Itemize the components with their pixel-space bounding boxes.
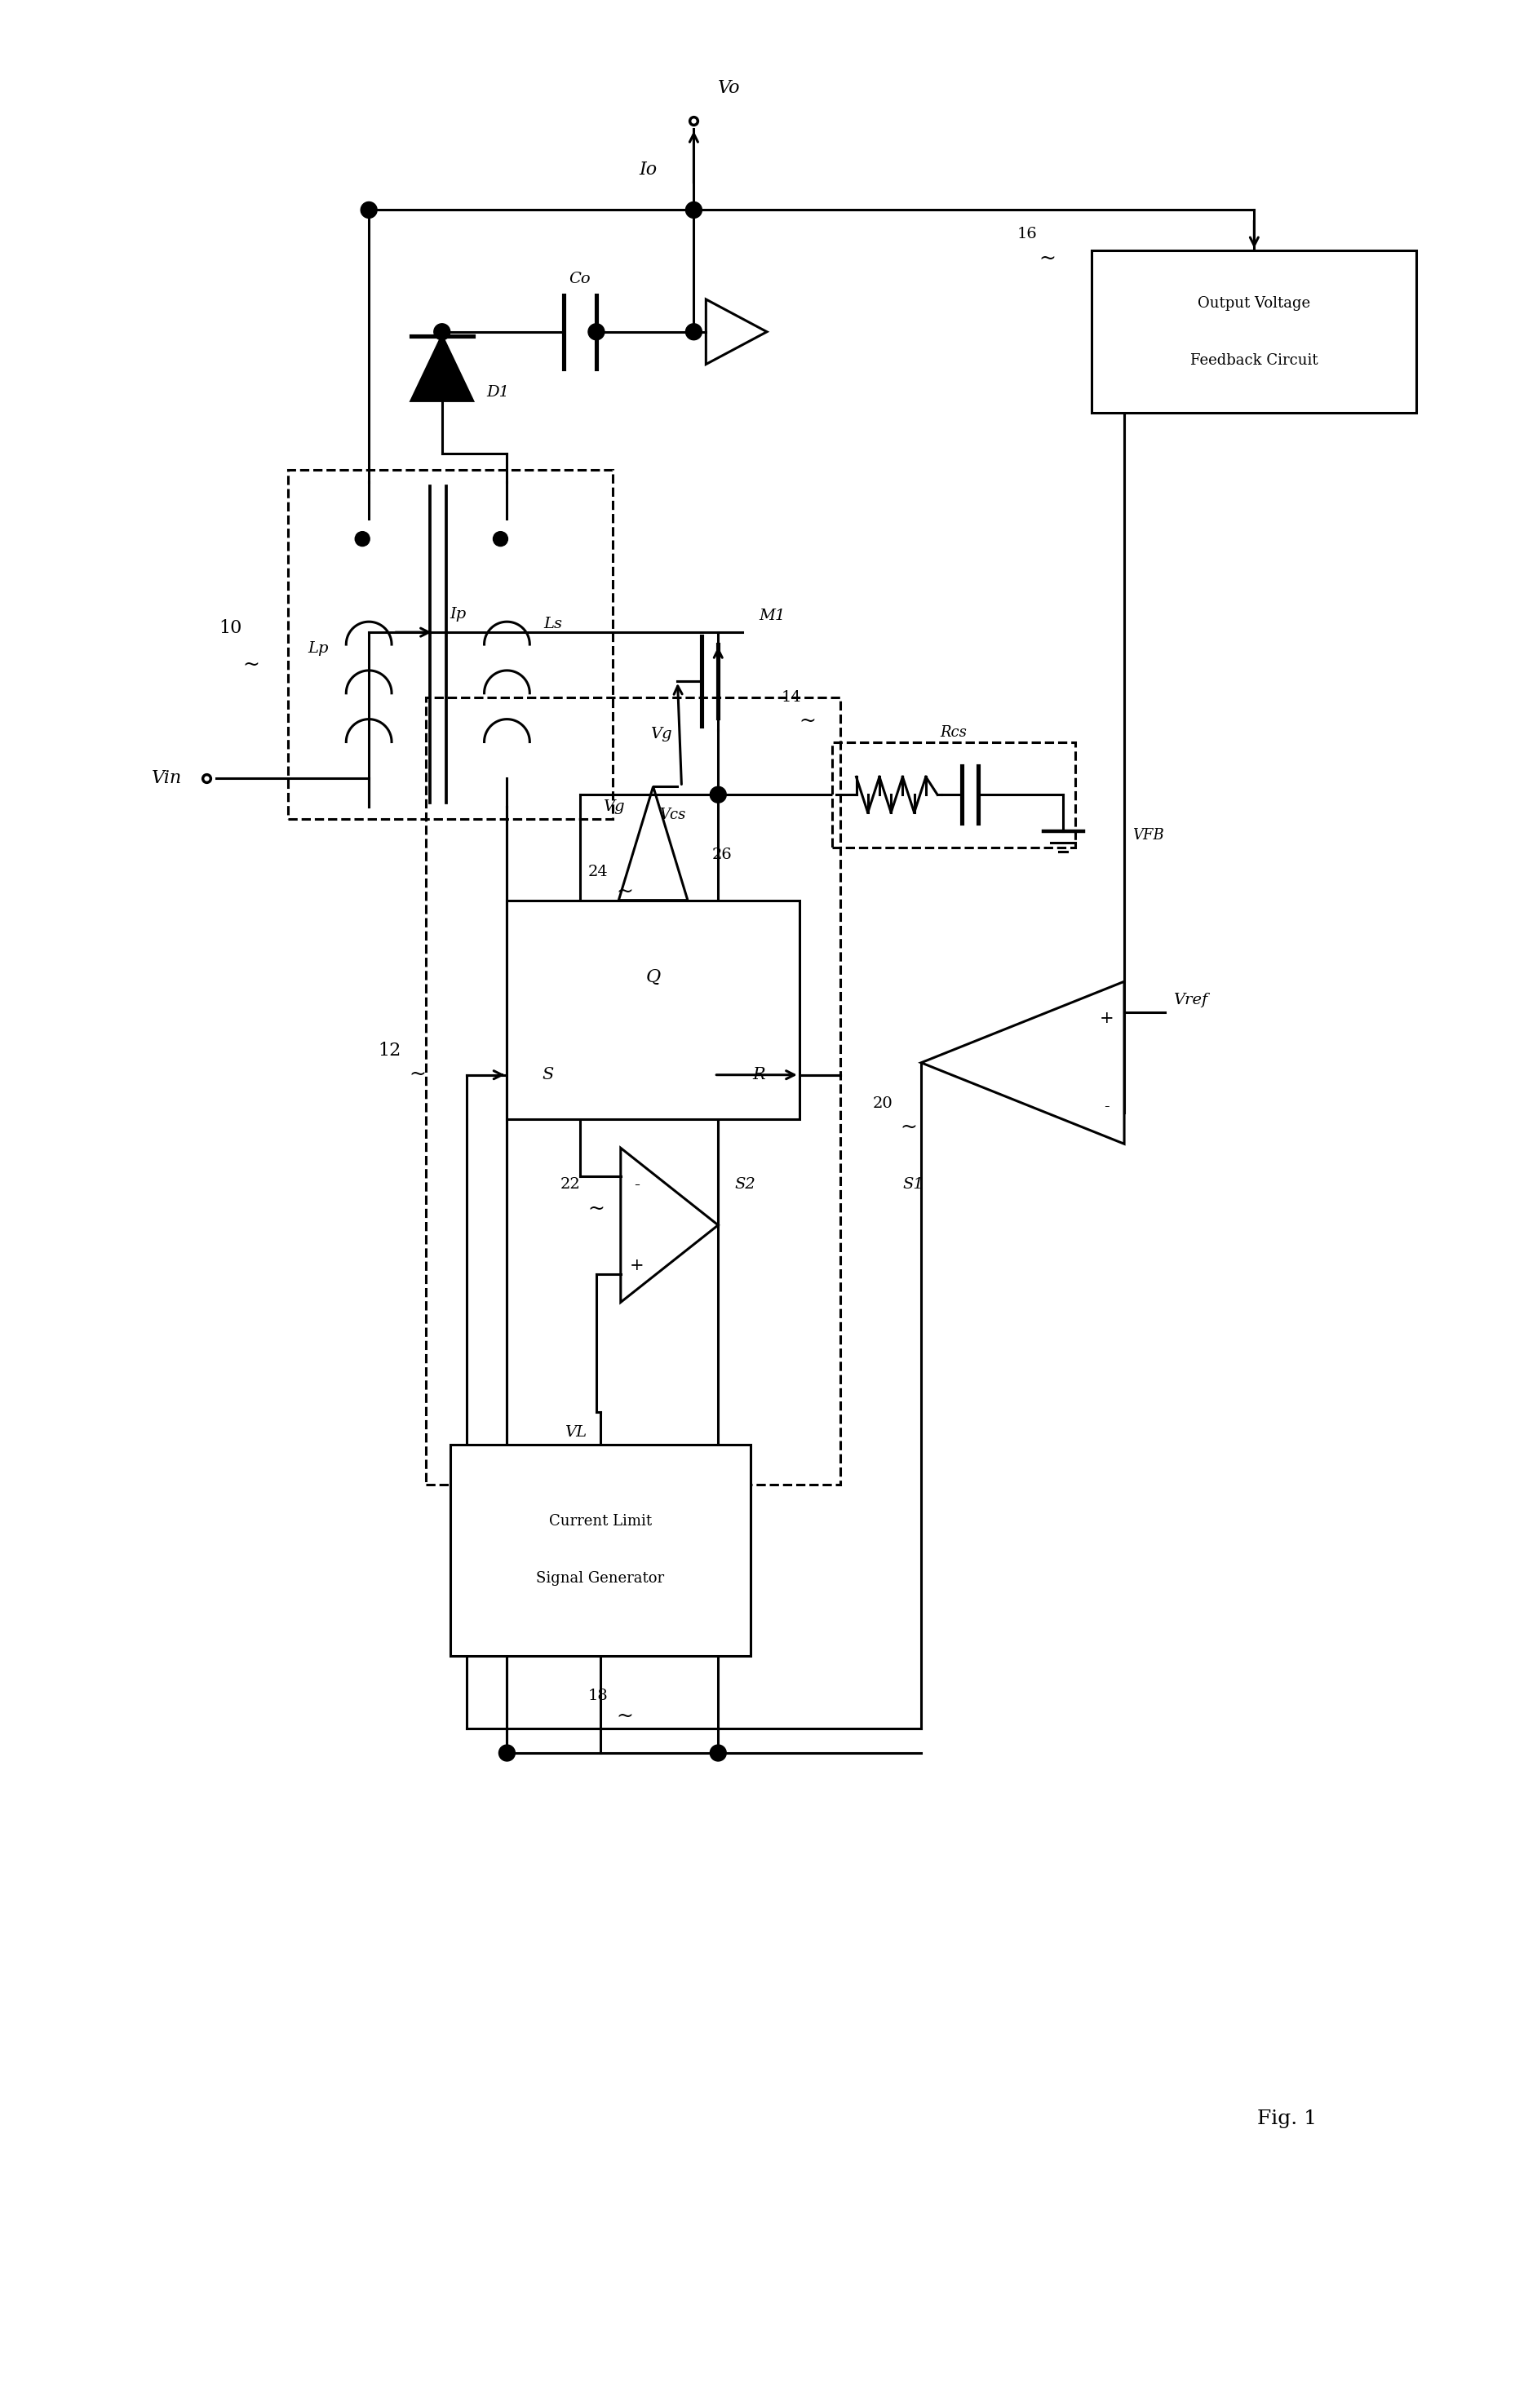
Text: +: + bbox=[1099, 1011, 1114, 1026]
Bar bbox=[1091, 250, 1417, 414]
Text: 12: 12 bbox=[378, 1043, 401, 1060]
Circle shape bbox=[493, 532, 507, 547]
Text: Current Limit: Current Limit bbox=[549, 1515, 652, 1529]
Text: +: + bbox=[630, 1257, 644, 1274]
Text: -: - bbox=[635, 1178, 639, 1192]
Text: Q: Q bbox=[646, 968, 661, 987]
Text: S1: S1 bbox=[902, 1178, 924, 1192]
Circle shape bbox=[686, 323, 702, 340]
Circle shape bbox=[710, 1746, 727, 1760]
Text: Ls: Ls bbox=[544, 616, 563, 631]
Text: 10: 10 bbox=[220, 619, 243, 638]
Text: Vg: Vg bbox=[650, 727, 672, 742]
Text: Ip: Ip bbox=[450, 607, 467, 621]
Text: 26: 26 bbox=[712, 848, 732, 862]
Text: D1: D1 bbox=[487, 385, 509, 400]
Bar bbox=[287, 470, 613, 819]
Text: ~: ~ bbox=[616, 1707, 633, 1727]
Text: ~: ~ bbox=[587, 1199, 606, 1218]
Text: S: S bbox=[541, 1067, 553, 1084]
Text: Signal Generator: Signal Generator bbox=[536, 1570, 664, 1587]
Text: Fig. 1: Fig. 1 bbox=[1257, 2109, 1317, 2129]
Text: Vcs: Vcs bbox=[659, 807, 686, 824]
Bar bbox=[450, 1445, 750, 1657]
Text: ~: ~ bbox=[616, 884, 633, 901]
Text: 22: 22 bbox=[559, 1178, 579, 1192]
Bar bbox=[507, 901, 799, 1120]
Text: 24: 24 bbox=[589, 864, 609, 879]
Text: Vin: Vin bbox=[152, 771, 181, 787]
Polygon shape bbox=[410, 335, 473, 400]
Text: Feedback Circuit: Feedback Circuit bbox=[1190, 354, 1319, 368]
Text: -: - bbox=[1104, 1100, 1110, 1115]
Text: VFB: VFB bbox=[1133, 828, 1164, 843]
Text: Vref: Vref bbox=[1173, 992, 1208, 1007]
Text: Vg: Vg bbox=[603, 799, 624, 814]
Text: ~: ~ bbox=[243, 655, 260, 674]
Text: ~: ~ bbox=[409, 1064, 426, 1084]
Circle shape bbox=[433, 323, 450, 340]
Text: Io: Io bbox=[639, 161, 658, 178]
Text: Co: Co bbox=[569, 272, 590, 287]
Circle shape bbox=[500, 1746, 515, 1760]
Text: ~: ~ bbox=[799, 713, 816, 732]
Text: Lp: Lp bbox=[307, 641, 329, 655]
Text: ~: ~ bbox=[901, 1117, 918, 1137]
Text: R: R bbox=[752, 1067, 765, 1084]
Text: 18: 18 bbox=[589, 1688, 609, 1702]
Text: ~: ~ bbox=[1039, 250, 1056, 267]
Text: VL: VL bbox=[566, 1426, 587, 1440]
Circle shape bbox=[361, 202, 377, 219]
Text: M1: M1 bbox=[759, 609, 785, 624]
Circle shape bbox=[686, 202, 702, 219]
Text: 20: 20 bbox=[873, 1096, 893, 1110]
Text: S2: S2 bbox=[735, 1178, 755, 1192]
Circle shape bbox=[589, 323, 604, 340]
Text: Output Voltage: Output Voltage bbox=[1197, 296, 1311, 311]
Text: Rcs: Rcs bbox=[941, 725, 967, 739]
Text: 14: 14 bbox=[781, 691, 801, 706]
Circle shape bbox=[710, 787, 727, 802]
Bar bbox=[426, 698, 841, 1486]
Bar bbox=[832, 742, 1076, 848]
Circle shape bbox=[355, 532, 370, 547]
Text: Vo: Vo bbox=[718, 79, 741, 96]
Text: 16: 16 bbox=[1016, 226, 1037, 241]
